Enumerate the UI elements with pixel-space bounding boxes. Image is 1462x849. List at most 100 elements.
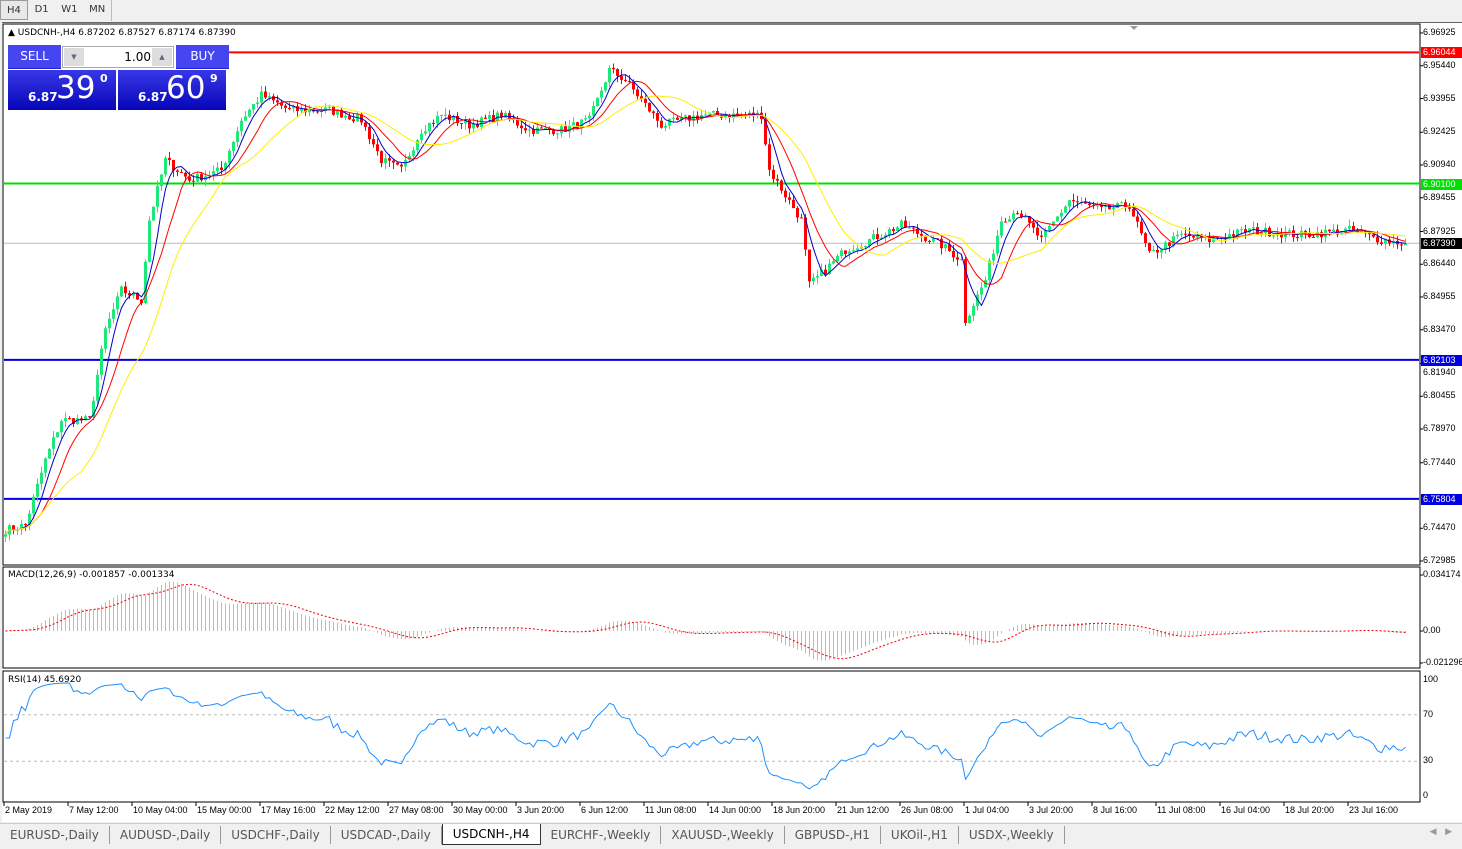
chart-tab[interactable]: USDX-,Weekly: [959, 826, 1065, 844]
time-axis-label: 3 Jul 20:00: [1029, 805, 1074, 815]
candle-body: [1368, 233, 1371, 235]
candle-body: [228, 150, 231, 164]
time-axis-label: 11 Jul 08:00: [1157, 805, 1206, 815]
time-axis-label: 14 Jun 00:00: [709, 805, 762, 815]
candle-body: [892, 229, 895, 232]
increase-lot-icon[interactable]: ▲: [152, 48, 172, 66]
lot-value[interactable]: 1.00: [124, 50, 151, 64]
candle-body: [1032, 222, 1035, 228]
candle-body: [1064, 206, 1067, 213]
candle-body: [308, 109, 311, 113]
candle-body: [384, 158, 387, 164]
candle-body: [1232, 234, 1235, 237]
candle-body: [1296, 237, 1299, 239]
timeframe-mn[interactable]: MN: [89, 4, 106, 15]
candle-body: [564, 126, 567, 132]
candle-body: [836, 255, 839, 262]
candle-body: [240, 120, 243, 132]
candle-body: [112, 309, 115, 319]
price-axis-label: 6.81940: [1423, 366, 1456, 377]
buy-button[interactable]: BUY: [176, 45, 229, 69]
chart-window[interactable]: ▲ USDCNH-,H4 6.87202 6.87527 6.87174 6.8…: [2, 22, 1462, 822]
candle-body: [644, 98, 647, 103]
buy-price-button[interactable]: 6.87 60 9: [118, 70, 226, 110]
buy-price-prefix: 6.87: [138, 90, 168, 104]
chart-tab[interactable]: AUDUSD-,Daily: [110, 826, 222, 844]
candle-body: [624, 79, 627, 81]
rsi-axis-label: 30: [1423, 755, 1434, 766]
candle-body: [252, 104, 255, 110]
candle-body: [140, 299, 143, 304]
candle-body: [920, 233, 923, 236]
chart-canvas[interactable]: [2, 23, 1462, 823]
candle-body: [1240, 229, 1243, 231]
chart-tab[interactable]: USDCNH-,H4: [441, 824, 541, 845]
chart-tab[interactable]: EURCHF-,Weekly: [541, 826, 662, 844]
candle-body: [616, 69, 619, 76]
chart-tab[interactable]: USDCHF-,Daily: [221, 826, 331, 844]
timeframe-d1[interactable]: D1: [34, 4, 49, 15]
price-axis-label: 6.95440: [1423, 59, 1456, 70]
time-axis-label: 23 Jul 16:00: [1349, 805, 1399, 815]
candle-body: [844, 250, 847, 255]
time-axis-label: 18 Jun 20:00: [773, 805, 826, 815]
ma-slow-line: [5, 95, 1406, 535]
candle-body: [372, 139, 375, 145]
chart-tab[interactable]: EURUSD-,Daily: [0, 826, 110, 844]
candle-body: [928, 240, 931, 242]
chart-tab[interactable]: UKOil-,H1: [881, 826, 959, 844]
candle-body: [1048, 225, 1051, 231]
sell-button[interactable]: SELL: [8, 45, 61, 69]
candle-body: [1040, 235, 1043, 237]
candle-body: [1288, 230, 1291, 232]
candle-body: [376, 144, 379, 152]
time-axis-label: 27 May 08:00: [389, 805, 444, 815]
candle-body: [1008, 219, 1011, 222]
candle-body: [680, 116, 683, 120]
chart-tab[interactable]: USDCAD-,Daily: [331, 826, 442, 844]
lot-size-input[interactable]: ▼ 1.00 ▲: [62, 46, 174, 68]
candle-body: [884, 235, 887, 238]
candle-body: [1144, 233, 1147, 243]
candle-body: [1360, 231, 1363, 233]
candle-body: [816, 275, 819, 278]
candle-body: [216, 167, 219, 172]
sell-price-button[interactable]: 6.87 39 0: [8, 70, 116, 110]
price-axis-label: 6.92425: [1423, 126, 1456, 137]
time-axis-label: 16 Jul 04:00: [1221, 805, 1271, 815]
candle-body: [1128, 207, 1131, 209]
candle-body: [1072, 200, 1075, 202]
candle-body: [456, 115, 459, 124]
candle-body: [552, 129, 555, 135]
candle-body: [368, 126, 371, 140]
candle-body: [516, 119, 519, 126]
collapse-triangle-icon[interactable]: ▲: [8, 28, 18, 38]
time-axis-label: 1 Jul 04:00: [965, 805, 1010, 815]
candle-body: [540, 127, 543, 129]
price-axis-label: 6.84955: [1423, 291, 1456, 301]
candle-body: [288, 107, 291, 109]
candle-body: [660, 120, 663, 128]
timeframe-w1[interactable]: W1: [61, 4, 78, 15]
candle-body: [764, 119, 767, 145]
candle-body: [192, 180, 195, 182]
candle-body: [412, 150, 415, 157]
candle-body: [528, 129, 531, 131]
time-axis-label: 10 May 04:00: [133, 805, 188, 815]
candle-body: [856, 248, 859, 251]
candle-body: [568, 125, 571, 132]
price-level-tag: 6.96044: [1421, 47, 1462, 59]
candle-body: [556, 133, 559, 135]
candle-body: [1172, 236, 1175, 246]
decrease-lot-icon[interactable]: ▼: [64, 48, 84, 66]
candle-body: [872, 234, 875, 240]
timeframe-h4[interactable]: H4: [0, 0, 28, 20]
tab-scroll-arrows-icon[interactable]: ◀ ▶: [1429, 827, 1452, 837]
chart-tab[interactable]: GBPUSD-,H1: [785, 826, 881, 844]
chart-tab[interactable]: XAUUSD-,Weekly: [661, 826, 785, 844]
candle-body: [604, 82, 607, 91]
candle-body: [1304, 230, 1307, 233]
candle-body: [840, 250, 843, 256]
candle-body: [992, 253, 995, 261]
candle-body: [424, 131, 427, 134]
